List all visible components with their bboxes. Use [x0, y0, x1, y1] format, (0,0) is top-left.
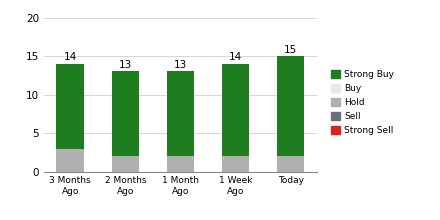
- Bar: [222, 156, 249, 172]
- Bar: [222, 64, 249, 156]
- Bar: [277, 156, 304, 172]
- Bar: [277, 56, 304, 156]
- Text: 14: 14: [63, 52, 77, 62]
- Bar: [56, 148, 84, 172]
- Bar: [111, 72, 139, 156]
- Text: 13: 13: [119, 60, 132, 70]
- Text: 14: 14: [229, 52, 242, 62]
- Bar: [167, 156, 194, 172]
- Bar: [111, 156, 139, 172]
- Bar: [167, 72, 194, 156]
- Text: 13: 13: [174, 60, 187, 70]
- Text: 15: 15: [284, 45, 297, 55]
- Legend: Strong Buy, Buy, Hold, Sell, Strong Sell: Strong Buy, Buy, Hold, Sell, Strong Sell: [330, 68, 396, 137]
- Bar: [56, 64, 84, 148]
